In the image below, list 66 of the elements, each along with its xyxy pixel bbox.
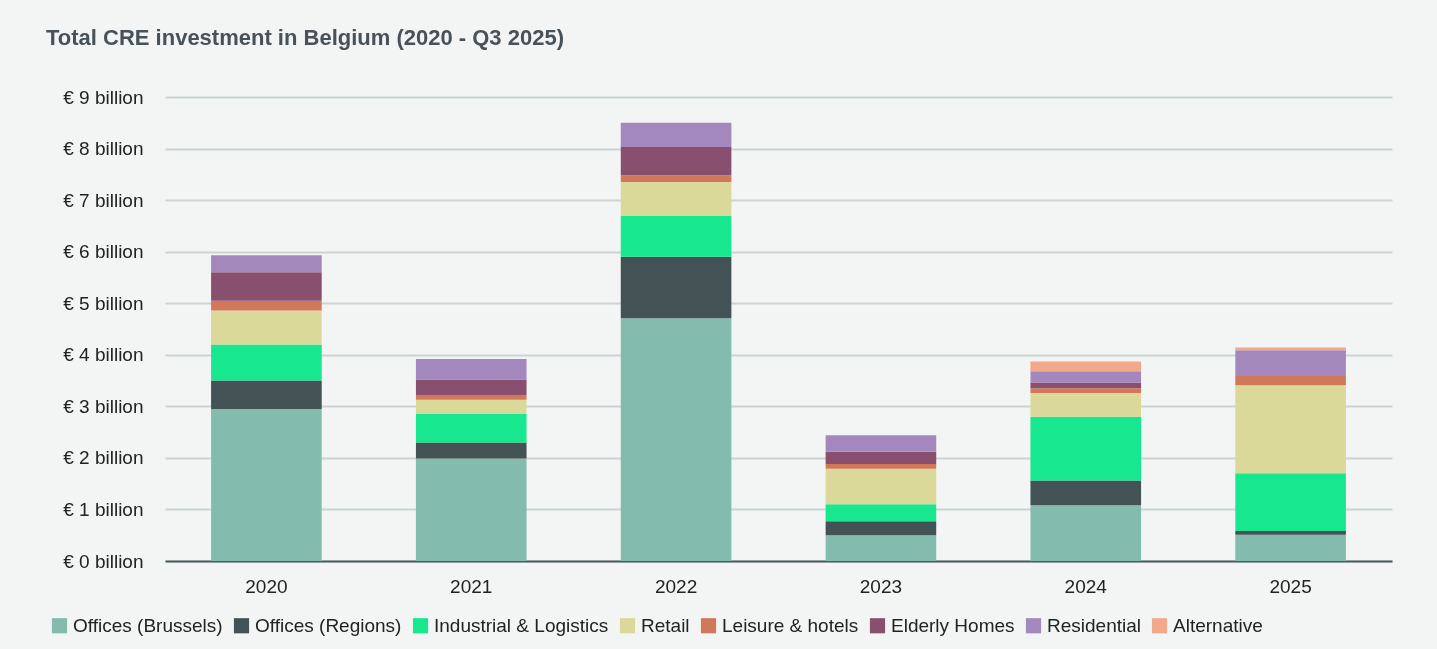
bar xyxy=(1030,416,1142,481)
bar xyxy=(1235,385,1346,474)
y-tick-label: € 7 billion xyxy=(63,189,144,211)
x-tick-label: 2022 xyxy=(654,575,698,597)
bar xyxy=(211,380,322,409)
y-tick-label: € 4 billion xyxy=(63,344,144,366)
bar xyxy=(1235,534,1346,561)
bar xyxy=(415,399,527,415)
legend-label: Alternative xyxy=(1173,614,1263,636)
bar xyxy=(1235,531,1346,535)
y-tick-label: € 5 billion xyxy=(63,292,144,314)
bar xyxy=(825,468,937,505)
bar xyxy=(1235,375,1346,386)
bar xyxy=(211,344,322,381)
y-tick-label: € 0 billion xyxy=(63,550,144,572)
y-tick-label: € 9 billion xyxy=(63,86,144,108)
bar xyxy=(1235,350,1346,376)
x-tick-label: 2024 xyxy=(1064,575,1108,597)
bar xyxy=(1030,371,1142,383)
legend-label: Offices (Regions) xyxy=(255,614,402,636)
bar xyxy=(1030,388,1142,393)
y-tick-label: € 3 billion xyxy=(63,395,144,417)
bar xyxy=(825,464,937,469)
bar xyxy=(620,147,732,176)
bar xyxy=(620,175,732,183)
y-tick-label: € 8 billion xyxy=(63,138,144,160)
bar xyxy=(415,394,527,400)
x-tick-label: 2021 xyxy=(450,575,493,597)
bar xyxy=(211,310,322,345)
bar xyxy=(1235,473,1346,532)
x-tick-label: 2025 xyxy=(1269,575,1312,597)
bar xyxy=(415,442,527,459)
legend-label: Industrial & Logistics xyxy=(434,614,609,636)
bar xyxy=(620,256,732,319)
bar xyxy=(415,379,527,395)
bar xyxy=(620,216,732,257)
legend-label: Elderly Homes xyxy=(891,614,1015,636)
legend-label: Offices (Brussels) xyxy=(73,614,223,636)
bar xyxy=(211,408,322,561)
legend-label: Leisure & hotels xyxy=(722,614,859,636)
bar xyxy=(1030,480,1142,506)
bar xyxy=(825,535,937,561)
bar xyxy=(211,255,322,273)
bar xyxy=(825,435,937,452)
bar xyxy=(825,521,937,536)
bar xyxy=(211,272,322,301)
bar xyxy=(211,300,322,311)
bar xyxy=(825,451,937,465)
chart-title: Total CRE investment in Belgium (2020 - Q3 2025) xyxy=(46,25,564,50)
bar xyxy=(620,122,732,148)
bar xyxy=(825,504,937,522)
y-tick-label: € 2 billion xyxy=(63,447,144,469)
legend-label: Residential xyxy=(1047,614,1141,636)
y-tick-label: € 1 billion xyxy=(63,498,144,520)
legend-label: Retail xyxy=(641,614,690,636)
x-tick-label: 2023 xyxy=(859,575,903,597)
bar xyxy=(415,414,527,443)
bar xyxy=(1030,392,1142,417)
bar xyxy=(1030,361,1142,372)
y-tick-label: € 6 billion xyxy=(63,241,144,263)
bar xyxy=(415,358,527,380)
bar xyxy=(415,458,527,561)
bar xyxy=(620,182,732,217)
x-tick-label: 2020 xyxy=(245,575,288,597)
bar xyxy=(620,318,732,561)
bar xyxy=(1030,505,1142,561)
